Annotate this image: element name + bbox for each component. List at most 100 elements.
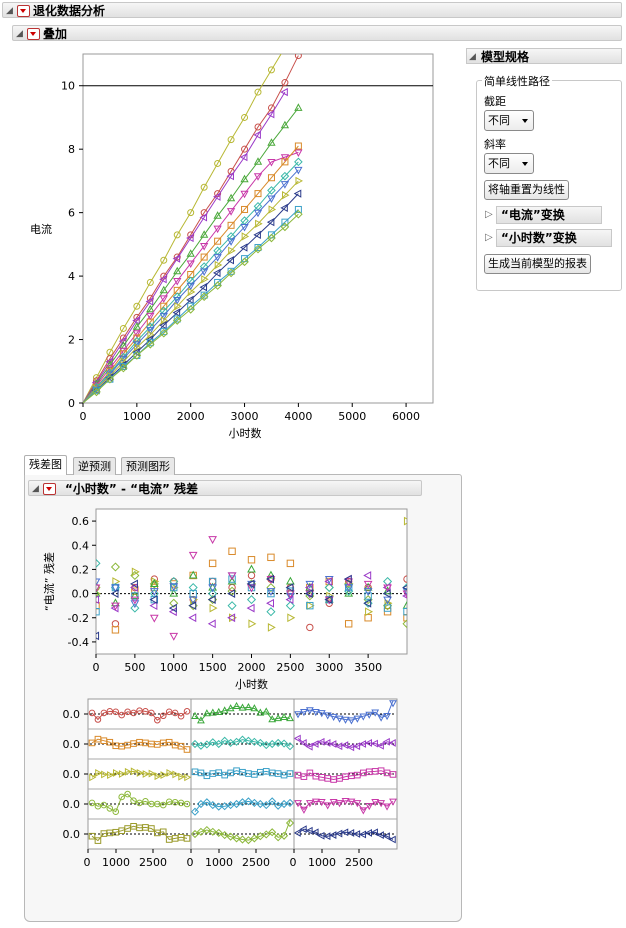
data-point xyxy=(267,186,276,195)
panel-point xyxy=(177,799,185,807)
panel-point xyxy=(347,717,356,725)
panel-point xyxy=(377,714,386,722)
current-transform-row[interactable]: ▷ “电流”变换 xyxy=(484,206,616,224)
residual-point xyxy=(266,598,274,608)
panel-point xyxy=(341,741,349,750)
data-point xyxy=(172,308,181,317)
panel-point xyxy=(329,831,337,840)
residual-point xyxy=(188,570,198,579)
data-point xyxy=(253,173,263,181)
tab-inverse-prediction[interactable]: 逆预测 xyxy=(73,457,116,475)
data-point xyxy=(267,195,276,203)
panel-point xyxy=(226,832,235,841)
residual-point xyxy=(363,595,373,605)
residual-point xyxy=(130,600,140,609)
residual-point xyxy=(324,595,333,604)
tab-prediction-graph[interactable]: 预测图形 xyxy=(121,457,175,475)
panel-point xyxy=(232,834,241,843)
generate-report-button[interactable]: 生成当前模型的报表 xyxy=(484,254,591,274)
data-point xyxy=(145,297,154,306)
data-point xyxy=(294,103,303,111)
panel-point xyxy=(183,746,191,753)
x-tick-label: 1000 xyxy=(123,410,151,423)
panel-point xyxy=(335,829,343,838)
residual-point xyxy=(149,614,159,623)
panel-point xyxy=(130,797,137,804)
y-tick-label: -0.2 xyxy=(68,612,89,625)
red-triangle-menu-icon[interactable] xyxy=(17,5,30,17)
residual-point xyxy=(324,576,334,584)
hours-transform-row[interactable]: ▷ “小时数”变换 xyxy=(484,229,616,247)
panel-point xyxy=(268,828,277,837)
series-line-9 xyxy=(83,193,299,403)
panel-point xyxy=(148,825,155,832)
slope-label: 斜率 xyxy=(484,138,506,151)
residual-point xyxy=(131,587,139,595)
residual-point xyxy=(96,595,100,604)
panel-point xyxy=(118,711,125,719)
panel-point xyxy=(113,768,121,777)
data-point xyxy=(132,351,142,360)
x-tick-label: 1000 xyxy=(205,856,233,869)
panel-point xyxy=(250,798,259,807)
reset-axes-button[interactable]: 将轴重置为线性 xyxy=(484,180,569,200)
data-point xyxy=(281,158,289,166)
data-point xyxy=(241,145,249,153)
slope-select[interactable]: 不同 xyxy=(484,153,534,174)
panel-line xyxy=(91,825,188,842)
residual-point xyxy=(168,603,177,613)
panel-point xyxy=(100,801,108,809)
disclosure-icon[interactable]: ▷ xyxy=(485,232,493,243)
collapse-icon[interactable]: ◢ xyxy=(16,29,23,39)
data-point xyxy=(159,312,168,321)
data-point xyxy=(227,267,235,275)
disclosure-icon[interactable]: ▷ xyxy=(485,209,493,220)
panel-point xyxy=(274,714,283,722)
residual-point xyxy=(130,596,140,605)
collapse-icon[interactable]: ◢ xyxy=(32,484,39,494)
collapse-icon[interactable]: ◢ xyxy=(469,52,476,62)
x-axis-label: 小时数 xyxy=(229,427,262,440)
data-point xyxy=(226,208,236,216)
panel-point xyxy=(130,767,138,776)
y-tick-label: 0.0 xyxy=(63,768,81,781)
residual-point xyxy=(228,547,236,555)
residual-point xyxy=(188,551,198,560)
residual-point xyxy=(149,588,159,597)
x-tick-label: 3500 xyxy=(354,661,382,674)
data-point xyxy=(280,181,290,189)
red-triangle-menu-icon[interactable] xyxy=(43,483,56,495)
residual-point xyxy=(363,571,372,580)
residual-point xyxy=(207,595,216,604)
intercept-select[interactable]: 不同 xyxy=(484,110,534,131)
panel-point xyxy=(197,716,205,724)
data-point xyxy=(173,315,181,323)
data-point xyxy=(200,183,208,191)
panel-point xyxy=(335,742,343,751)
collapse-icon[interactable]: ◢ xyxy=(6,6,13,16)
data-point xyxy=(266,218,275,227)
dropdown-arrow-icon xyxy=(522,119,528,123)
data-point xyxy=(253,130,261,140)
panel-point xyxy=(365,711,374,719)
tab-residual-plot[interactable]: 残差图 xyxy=(24,455,67,475)
series-line-2 xyxy=(83,91,286,403)
x-tick-label: 0 xyxy=(290,856,297,869)
panel-point xyxy=(220,706,229,714)
panel-point xyxy=(196,799,206,809)
panel-point xyxy=(329,740,337,748)
panel-point xyxy=(370,828,378,837)
panel-point xyxy=(305,707,314,715)
panel-point xyxy=(256,832,265,841)
residual-point xyxy=(131,592,139,600)
data-point xyxy=(226,238,236,246)
panel-point xyxy=(88,739,96,747)
residual-point xyxy=(286,590,295,599)
panel-point xyxy=(171,709,179,717)
data-point xyxy=(294,142,302,150)
residual-point xyxy=(149,595,158,604)
residual-point xyxy=(96,601,100,610)
data-point xyxy=(200,253,208,261)
red-triangle-menu-icon[interactable] xyxy=(27,28,40,40)
panel-point xyxy=(365,803,374,811)
